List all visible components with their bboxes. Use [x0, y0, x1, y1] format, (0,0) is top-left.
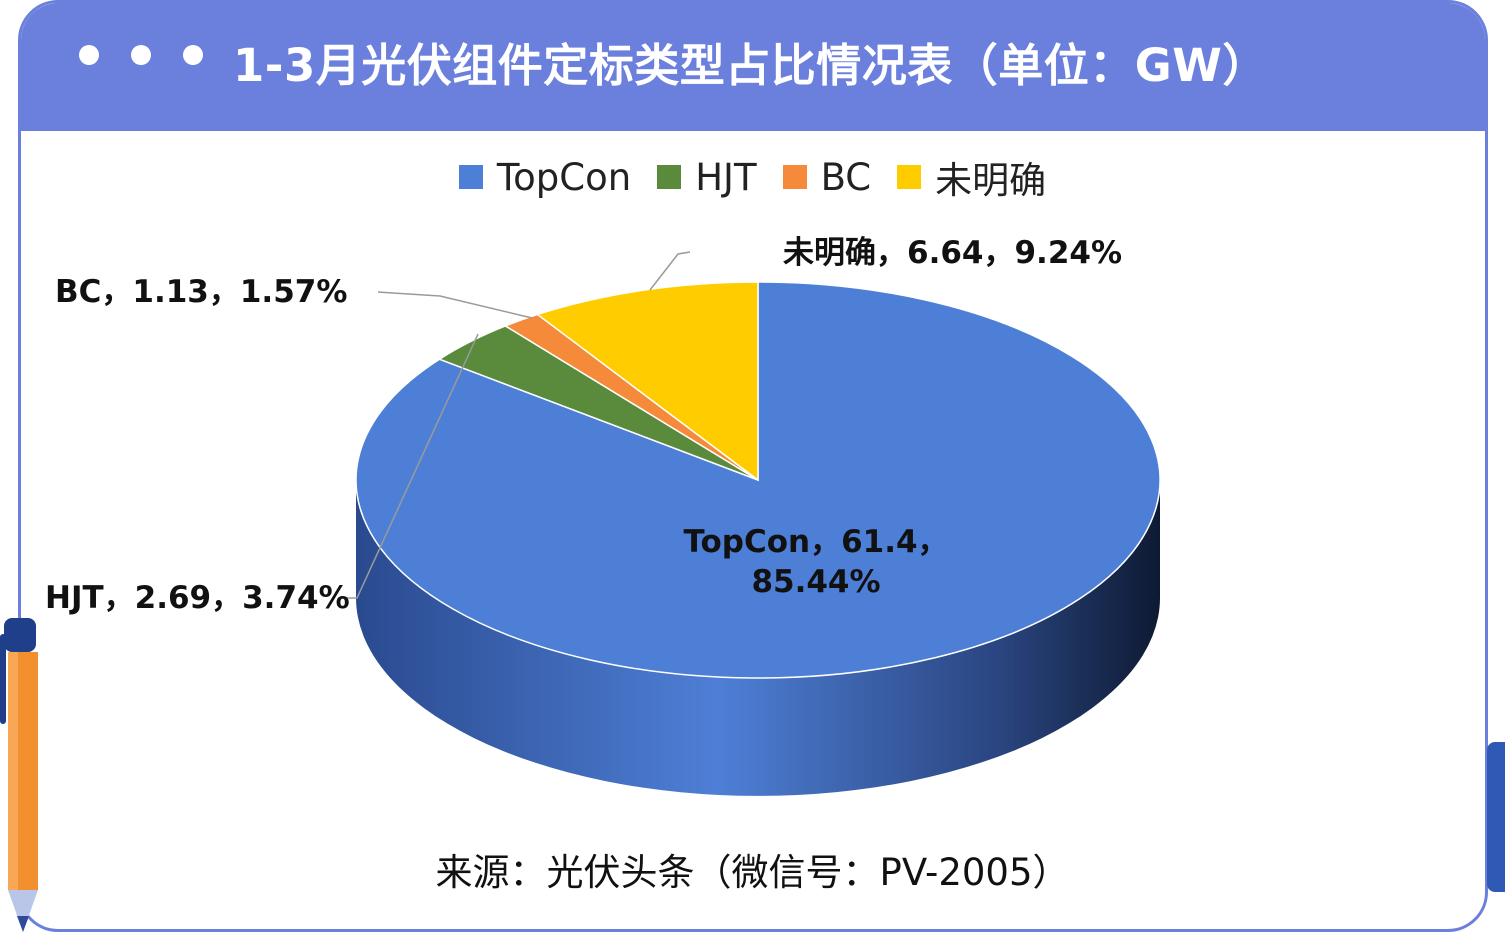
legend-swatch-topcon — [458, 165, 483, 189]
header-bar: 1-3月光伏组件定标类型占比情况表（单位：GW） — [21, 3, 1485, 131]
leader-line-hjt — [345, 333, 479, 599]
legend-label-hjt: HJT — [695, 155, 757, 199]
leader-line-unknown — [649, 251, 691, 291]
legend-item-unknown: 未明确 — [897, 150, 1046, 204]
data-label-topcon-line1: TopCon，61.4， — [683, 524, 948, 560]
legend-item-bc: BC — [782, 155, 872, 199]
window-dot-2 — [131, 45, 151, 65]
legend-label-unknown: 未明确 — [935, 159, 1047, 202]
pie-slice-unknown — [535, 281, 759, 482]
data-label-bc: BC，1.13，1.57% — [55, 274, 347, 310]
legend-label-bc: BC — [820, 155, 872, 199]
window-dot-3 — [183, 45, 203, 65]
legend: TopCon HJT BC 未明确 — [0, 150, 1505, 204]
data-label-topcon-line2: 85.44% — [751, 564, 880, 600]
legend-label-topcon: TopCon — [496, 155, 632, 199]
data-label-hjt: HJT，2.69，3.74% — [45, 580, 350, 616]
data-label-unknown: 未明确，6.64，9.24% — [783, 235, 1122, 271]
legend-swatch-hjt — [657, 165, 682, 189]
leader-line-bc — [377, 291, 533, 319]
window-dot-1 — [79, 45, 99, 65]
source-note: 来源：光伏头条（微信号：PV-2005） — [435, 851, 1070, 894]
side-tab-decoration — [1487, 742, 1505, 892]
legend-item-hjt: HJT — [657, 155, 757, 199]
legend-swatch-bc — [782, 165, 807, 189]
pie-side-wall — [356, 480, 1160, 796]
legend-item-topcon: TopCon — [458, 155, 632, 199]
legend-swatch-unknown — [897, 165, 922, 189]
chart-title: 1-3月光伏组件定标类型占比情况表（单位：GW） — [233, 39, 1268, 92]
pencil-decoration — [0, 618, 38, 932]
